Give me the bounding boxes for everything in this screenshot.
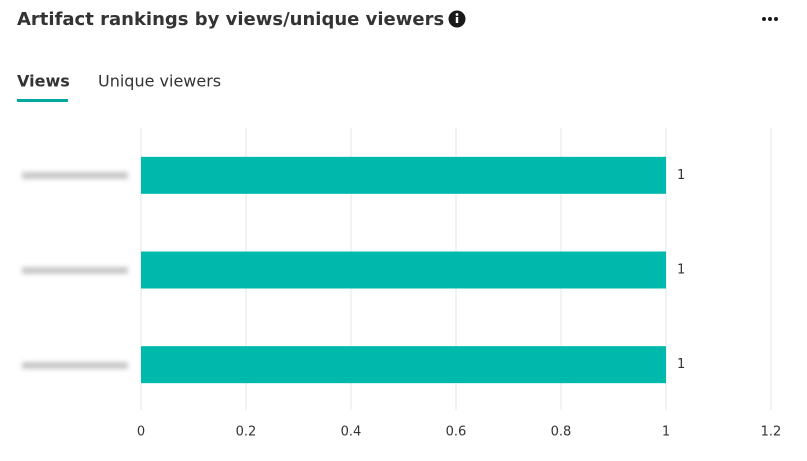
value-label: 1	[677, 168, 685, 183]
x-tick-label: 1	[662, 425, 670, 440]
blurred-labels	[22, 172, 128, 369]
x-tick-label: 0.2	[236, 425, 257, 440]
bar	[141, 251, 666, 289]
value-label: 1	[677, 357, 685, 372]
bar	[141, 346, 666, 384]
tab-underline	[17, 99, 68, 102]
x-tick-label: 0.6	[446, 425, 467, 440]
value-label: 1	[677, 263, 685, 278]
card-title: Artifact rankings by views/unique viewer…	[17, 9, 444, 30]
x-tick-label: 0.4	[341, 425, 362, 440]
x-tick-label: 1.2	[761, 425, 782, 440]
tab[interactable]: Unique viewers	[98, 72, 221, 91]
more-menu[interactable]	[762, 17, 778, 21]
bar	[141, 156, 666, 194]
info-icon[interactable]	[448, 10, 466, 28]
x-tick-label: 0.8	[551, 425, 572, 440]
tab-active[interactable]: Views	[17, 72, 70, 91]
x-tick-label: 0	[137, 425, 145, 440]
